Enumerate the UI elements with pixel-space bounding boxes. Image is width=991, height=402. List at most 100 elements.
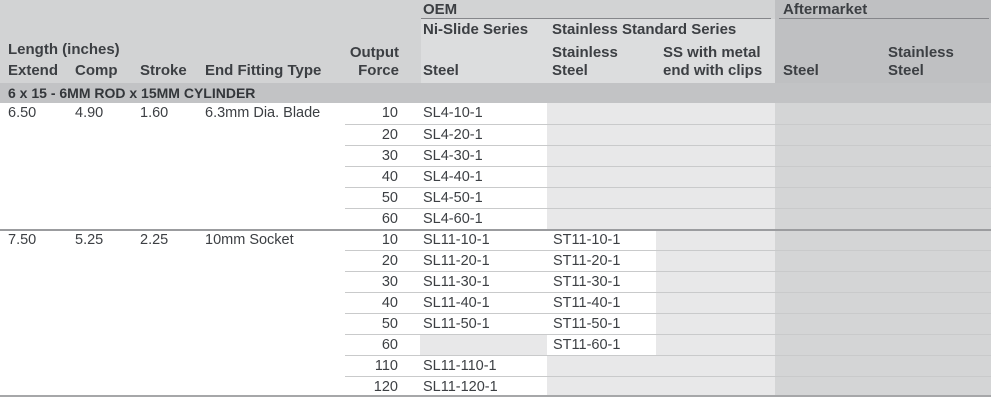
extend-value xyxy=(0,355,67,376)
comp-value: 5.25 xyxy=(75,232,104,248)
output-force-value: 30 xyxy=(345,271,420,292)
end-fitting-value xyxy=(200,166,345,187)
extend-value xyxy=(0,124,67,145)
aftermarket-steel-part xyxy=(775,313,880,334)
table-row: 6.50 4.90 1.60 6.3mm Dia. Blade 10 SL4-1… xyxy=(0,103,991,124)
end-fitting-value xyxy=(200,187,345,208)
table-row: 40 SL11-40-1 ST11-40-1 xyxy=(0,292,991,313)
stroke-value: 1.60 xyxy=(140,105,169,121)
comp-value xyxy=(67,376,133,395)
column-header-end-fitting-type: End Fitting Type xyxy=(205,62,322,79)
stroke-value xyxy=(133,124,200,145)
output-force-value: 50 xyxy=(345,187,420,208)
aftermarket-stainless-part xyxy=(880,231,991,250)
oem-steel-part: SL11-50-1 xyxy=(420,313,547,334)
end-fitting-value xyxy=(200,250,345,271)
oem-header-panel xyxy=(421,19,775,83)
aftermarket-stainless-part xyxy=(880,334,991,355)
table-header: OEM Aftermarket Ni-Slide Series Stainles… xyxy=(0,0,991,83)
aftermarket-stainless-part xyxy=(880,208,991,229)
output-force-line2: Force xyxy=(358,62,399,79)
extend-value xyxy=(0,250,67,271)
output-force-value: 30 xyxy=(345,145,420,166)
stroke-value xyxy=(133,292,200,313)
ss-clips-part xyxy=(656,334,775,355)
oem-stainless-part xyxy=(547,145,656,166)
aftermarket-stainless-part xyxy=(880,376,991,395)
stroke-value xyxy=(133,355,200,376)
oem-steel-part: SL11-120-1 xyxy=(420,376,547,395)
aftermarket-steel-part xyxy=(775,231,880,250)
ss-clips-part xyxy=(656,208,775,229)
aftermarket-stainless-part xyxy=(880,124,991,145)
aftermarket-stainless-line2: Steel xyxy=(888,62,924,79)
output-force-value: 60 xyxy=(345,334,420,355)
column-header-aftermarket-steel: Steel xyxy=(783,62,819,79)
ss-clips-part xyxy=(656,187,775,208)
oem-stainless-line2: Steel xyxy=(552,62,588,79)
oem-underline xyxy=(421,18,771,19)
oem-steel-part: SL11-40-1 xyxy=(420,292,547,313)
aftermarket-stainless-part xyxy=(880,250,991,271)
ss-clips-part xyxy=(656,103,775,124)
oem-stainless-part: ST11-60-1 xyxy=(547,334,656,355)
aftermarket-stainless-part xyxy=(880,355,991,376)
oem-stainless-part: ST11-10-1 xyxy=(547,231,656,250)
stroke-value xyxy=(133,166,200,187)
stroke-value xyxy=(133,313,200,334)
aftermarket-steel-part xyxy=(775,250,880,271)
table-row: 7.50 5.25 2.25 10mm Socket 10 SL11-10-1 … xyxy=(0,229,991,250)
aftermarket-header-panel xyxy=(775,0,991,83)
comp-value xyxy=(67,292,133,313)
stroke-value xyxy=(133,271,200,292)
table-row: 30 SL4-30-1 xyxy=(0,145,991,166)
end-fitting-value xyxy=(200,124,345,145)
oem-stainless-line1: Stainless xyxy=(552,44,618,61)
aftermarket-steel-part xyxy=(775,124,880,145)
stainless-standard-series-label: Stainless Standard Series xyxy=(552,21,737,38)
end-fitting-value xyxy=(200,271,345,292)
aftermarket-group-label: Aftermarket xyxy=(783,1,868,18)
oem-stainless-part xyxy=(547,124,656,145)
table-row: 30 SL11-30-1 ST11-30-1 xyxy=(0,271,991,292)
extend-value xyxy=(0,271,67,292)
column-header-stroke: Stroke xyxy=(140,62,187,79)
ss-clips-part xyxy=(656,250,775,271)
output-force-value: 20 xyxy=(345,124,420,145)
column-header-comp: Comp xyxy=(75,62,118,79)
comp-value xyxy=(67,145,133,166)
oem-stainless-part: ST11-50-1 xyxy=(547,313,656,334)
stroke-value xyxy=(133,250,200,271)
end-fitting-value xyxy=(200,355,345,376)
comp-value xyxy=(67,250,133,271)
oem-steel-part: SL4-40-1 xyxy=(420,166,547,187)
table-row: 20 SL4-20-1 xyxy=(0,124,991,145)
comp-value xyxy=(67,355,133,376)
table-row: 50 SL4-50-1 xyxy=(0,187,991,208)
comp-value xyxy=(67,124,133,145)
output-force-value: 40 xyxy=(345,292,420,313)
oem-stainless-part: ST11-40-1 xyxy=(547,292,656,313)
oem-steel-part: SL11-10-1 xyxy=(420,231,547,250)
ss-clips-part xyxy=(656,292,775,313)
stroke-value xyxy=(133,187,200,208)
aftermarket-steel-part xyxy=(775,376,880,395)
end-fitting-value xyxy=(200,376,345,395)
comp-value: 4.90 xyxy=(75,105,104,121)
output-force-value: 60 xyxy=(345,208,420,229)
aftermarket-stainless-part xyxy=(880,187,991,208)
oem-steel-part: SL11-30-1 xyxy=(420,271,547,292)
aftermarket-steel-part xyxy=(775,355,880,376)
section-title-band: 6 x 15 - 6MM ROD x 15MM CYLINDER xyxy=(0,83,991,103)
comp-value xyxy=(67,187,133,208)
extend-value xyxy=(0,292,67,313)
stroke-value xyxy=(133,376,200,395)
comp-value xyxy=(67,166,133,187)
aftermarket-steel-part xyxy=(775,166,880,187)
oem-stainless-part xyxy=(547,103,656,124)
oem-stainless-part: ST11-30-1 xyxy=(547,271,656,292)
column-header-output-force: Output Force xyxy=(350,44,399,80)
oem-steel-part: SL11-20-1 xyxy=(420,250,547,271)
ss-clips-part xyxy=(656,166,775,187)
